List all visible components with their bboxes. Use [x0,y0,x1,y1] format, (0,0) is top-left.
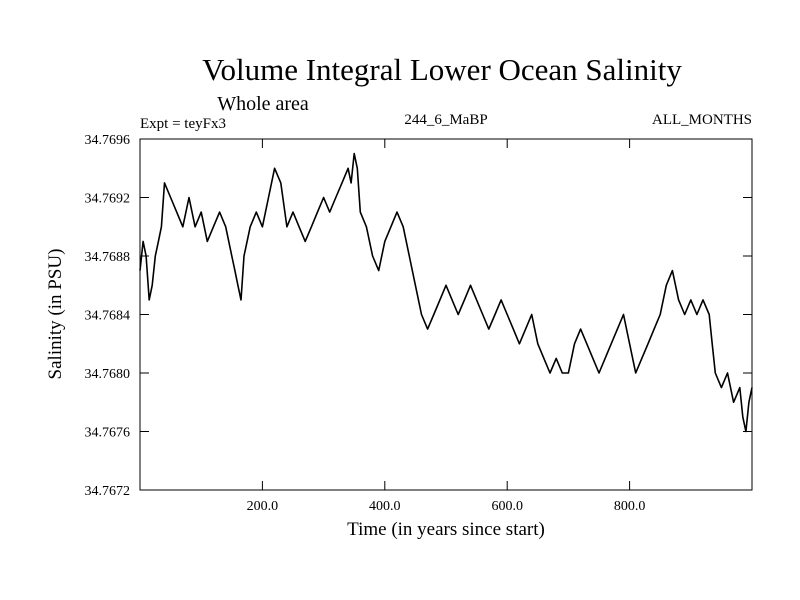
x-tick-label: 200.0 [247,499,279,514]
y-tick-label: 34.7692 [85,192,131,207]
salinity-series-line [139,152,753,433]
x-tick-label: 600.0 [491,499,523,514]
x-axis: 200.0 400.0 600.0 800.0 [247,139,646,514]
y-tick-label: 34.7696 [85,133,131,148]
x-tick-label: 800.0 [614,499,646,514]
expt-label: Expt = teyFx3 [140,116,226,132]
y-axis: 34.7672 34.7676 34.7680 34.7684 34.7688 34.76… [85,133,752,499]
x-tick-label: 400.0 [369,499,401,514]
x-axis-label: Time (in years since start) [347,519,545,540]
months-label: ALL_MONTHS [652,112,752,128]
y-tick-label: 34.7688 [85,250,131,265]
y-tick-label: 34.7676 [85,426,131,441]
chart-subtitle: Whole area [217,93,309,115]
y-axis-label: Salinity (in PSU) [45,249,66,380]
chart-title: Volume Integral Lower Ocean Salinity [202,52,682,87]
y-tick-label: 34.7680 [85,367,131,382]
y-tick-label: 34.7672 [85,484,131,499]
y-tick-label: 34.7684 [85,309,131,324]
run-label: 244_6_MaBP [404,112,487,128]
